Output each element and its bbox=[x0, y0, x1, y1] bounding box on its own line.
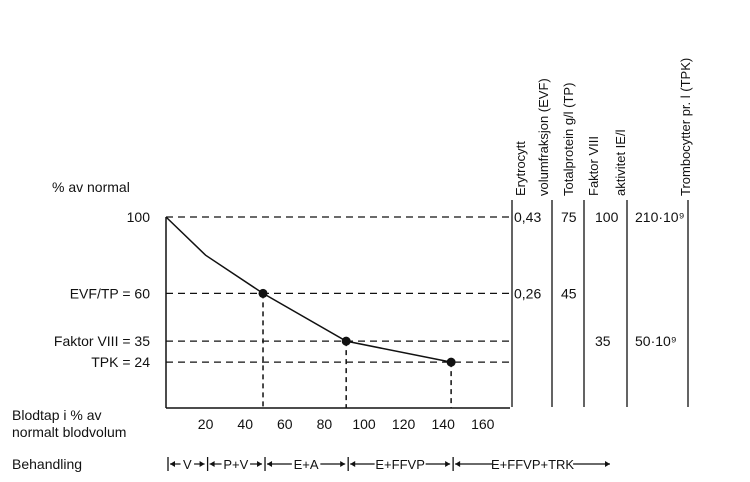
treatment-arrowhead bbox=[199, 461, 205, 467]
value-columns: Erytrocytt volumfraksjon (EVF) 0,26 0,43 Tot… bbox=[511, 58, 693, 407]
treatment-arrowhead bbox=[209, 461, 215, 467]
treatment-label: Behandling bbox=[12, 456, 82, 472]
curve bbox=[165, 216, 456, 367]
x-tick-label: 40 bbox=[237, 416, 253, 432]
treatment-row: Behandling V P+V E+A E+FFVP E+FFVP+TRK bbox=[12, 456, 610, 472]
column-value: 0,43 bbox=[514, 209, 541, 225]
column-header: Erytrocytt bbox=[513, 141, 528, 196]
column-value: 75 bbox=[561, 209, 577, 225]
y-level-label: 100 bbox=[127, 209, 151, 225]
treatment-arrowhead bbox=[350, 461, 356, 467]
x-tick-label: 140 bbox=[432, 416, 456, 432]
treatment-arrowhead bbox=[445, 461, 451, 467]
column-value: 45 bbox=[561, 285, 577, 301]
column-value: 100 bbox=[595, 209, 619, 225]
x-axis-label: normalt blodvolum bbox=[12, 424, 126, 440]
treatment-segment-label: V bbox=[183, 457, 192, 472]
treatment-arrowhead bbox=[257, 461, 263, 467]
y-level-label: EVF/TP = 60 bbox=[70, 285, 150, 301]
x-tick-label: 80 bbox=[317, 416, 333, 432]
column-header: Faktor VIII bbox=[586, 136, 601, 196]
treatment-arrowhead bbox=[605, 461, 610, 467]
treatment-arrowhead bbox=[455, 461, 461, 467]
treatment-arrowhead bbox=[340, 461, 346, 467]
data-point bbox=[341, 336, 351, 346]
reference-lines bbox=[166, 216, 510, 408]
column-header: Trombocytter pr. l (TPK) bbox=[678, 58, 693, 196]
data-point bbox=[446, 357, 456, 367]
x-tick-label: 100 bbox=[352, 416, 376, 432]
curve-line bbox=[165, 216, 452, 363]
treatment-arrowhead bbox=[267, 461, 273, 467]
column-value: 210·10⁹ bbox=[635, 209, 685, 225]
treatment-arrowhead bbox=[170, 461, 175, 467]
x-tick-label: 160 bbox=[471, 416, 495, 432]
column-header: volumfraksjon (EVF) bbox=[536, 78, 551, 196]
x-tick-label: 60 bbox=[277, 416, 293, 432]
column-value: 50·10⁹ bbox=[635, 333, 677, 349]
axes: 20 40 60 80 100 120 140 160 bbox=[165, 217, 510, 432]
column-header: Totalprotein g/l (TP) bbox=[561, 83, 576, 196]
x-tick-label: 20 bbox=[198, 416, 214, 432]
treatment-segment-label: P+V bbox=[223, 457, 248, 472]
column-value: 35 bbox=[595, 333, 611, 349]
data-point bbox=[258, 288, 268, 298]
column-value: 0,26 bbox=[514, 285, 541, 301]
column-header: aktivitet IE/l bbox=[613, 129, 628, 196]
treatment-segment-label: E+FFVP+TRK bbox=[491, 457, 574, 472]
x-tick-label: 120 bbox=[392, 416, 416, 432]
y-axis-label: % av normal bbox=[52, 179, 130, 195]
y-level-label: Faktor VIII = 35 bbox=[54, 333, 150, 349]
y-level-label: TPK = 24 bbox=[91, 354, 150, 370]
x-axis-label: Blodtap i % av bbox=[12, 407, 102, 423]
treatment-segment-label: E+A bbox=[294, 457, 319, 472]
treatment-segment-label: E+FFVP bbox=[375, 457, 425, 472]
